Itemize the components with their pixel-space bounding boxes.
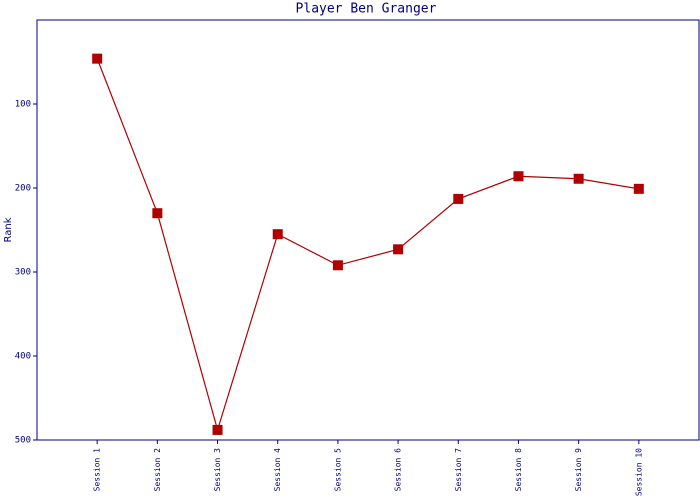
y-tick-label: 200: [15, 184, 31, 194]
marker: [92, 53, 103, 64]
x-tick-label: Session 8: [514, 448, 523, 492]
marker: [332, 260, 343, 271]
y-tick-label: 300: [15, 268, 31, 278]
x-tick-label: Session 10: [634, 448, 643, 496]
x-tick-label: Session 9: [574, 448, 583, 492]
marker: [152, 208, 163, 219]
marker: [453, 193, 464, 204]
x-tick-label: Session 4: [273, 448, 282, 492]
y-axis-label: Rank: [3, 217, 14, 242]
marker: [393, 244, 404, 255]
marker: [513, 171, 524, 182]
x-tick-label: Session 3: [213, 448, 222, 492]
y-tick-label: 100: [15, 100, 31, 110]
plot-frame: [36, 19, 700, 441]
marker: [212, 424, 223, 435]
x-tick-label: Session 5: [333, 448, 342, 492]
y-tick-label: 500: [15, 436, 31, 446]
marker: [633, 183, 644, 194]
x-tick-label: Session 6: [394, 448, 403, 492]
marker: [272, 229, 283, 240]
x-tick-label: Session 1: [93, 448, 102, 492]
chart-title: Player Ben Granger: [296, 2, 437, 17]
x-tick-label: Session 2: [153, 448, 162, 492]
marker: [573, 173, 584, 184]
y-tick-label: 400: [15, 352, 31, 362]
x-tick-label: Session 7: [454, 448, 463, 492]
data-line: [96, 58, 639, 433]
